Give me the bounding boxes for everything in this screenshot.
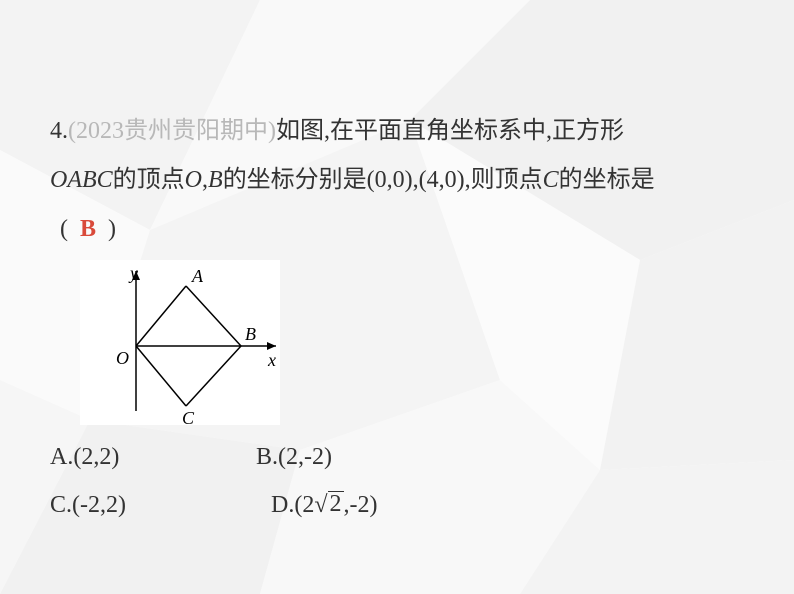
- svg-text:x: x: [267, 350, 276, 370]
- coordinate-figure: y x O A B C: [80, 260, 280, 425]
- option-d-suffix: ,-2): [344, 492, 378, 518]
- question-text-1: 如图,在平面直角坐标系中,正方形: [276, 118, 624, 144]
- option-d: D.(2√2,-2): [271, 492, 377, 518]
- sqrt-symbol: √: [314, 492, 327, 518]
- vertex-c: C: [543, 167, 559, 193]
- svg-text:O: O: [116, 348, 129, 368]
- option-row-1: A.(2,2) B.(2,-2): [50, 433, 744, 481]
- sqrt-radicand: 2: [328, 491, 344, 516]
- square-oabc: OABC: [50, 167, 113, 193]
- answer-line: ( B ): [60, 208, 744, 251]
- vertex-o: O: [185, 167, 202, 193]
- option-b: B.(2,-2): [256, 444, 332, 470]
- question-line-1: 4.(2023贵州贵阳期中)如图,在平面直角坐标系中,正方形: [50, 110, 744, 153]
- vertex-b: B: [208, 167, 223, 193]
- option-a: A.(2,2): [50, 433, 250, 481]
- q-text-2: 的顶点: [113, 167, 185, 193]
- svg-text:A: A: [191, 266, 204, 286]
- question-number: 4.: [50, 118, 68, 144]
- sqrt-wrap: √2: [314, 481, 343, 529]
- question-line-2: OABC的顶点O,B的坐标分别是(0,0),(4,0),则顶点C的坐标是: [50, 159, 744, 202]
- q-text-3: 的坐标分别是(0,0),(4,0),则顶点: [223, 167, 543, 193]
- question-source: (2023贵州贵阳期中): [68, 118, 276, 144]
- svg-text:C: C: [182, 408, 195, 426]
- paren-close: ): [108, 216, 116, 242]
- option-d-prefix: D.(2: [271, 492, 314, 518]
- content-area: 4.(2023贵州贵阳期中)如图,在平面直角坐标系中,正方形 OABC的顶点O,…: [0, 0, 794, 529]
- option-c: C.(-2,2): [50, 481, 265, 529]
- answer-letter: B: [80, 216, 96, 242]
- svg-text:B: B: [245, 324, 256, 344]
- svg-text:y: y: [128, 263, 138, 283]
- options-block: A.(2,2) B.(2,-2) C.(-2,2) D.(2√2,-2): [50, 433, 744, 529]
- q-text-4: 的坐标是: [559, 167, 655, 193]
- option-row-2: C.(-2,2) D.(2√2,-2): [50, 481, 744, 529]
- paren-open: (: [60, 216, 68, 242]
